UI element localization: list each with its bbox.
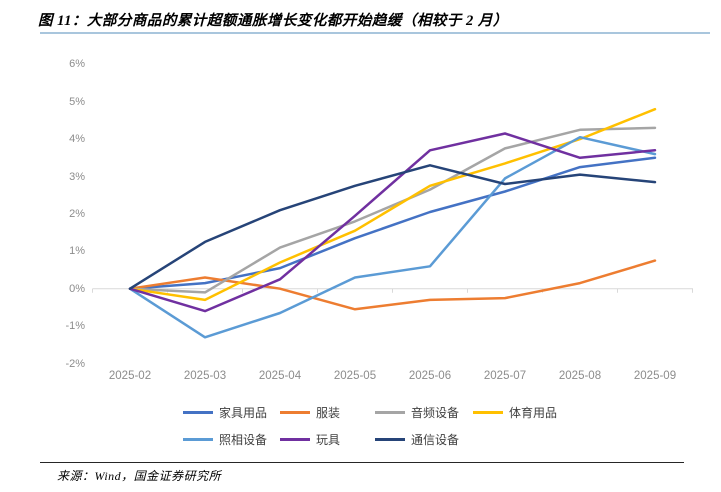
legend-item: 通信设备 [375,431,473,448]
legend-item: 家具用品 [183,404,280,421]
y-tick-label: 4% [69,133,85,146]
legend: 家具用品 服装 音频设备 体育用品照相设备 玩具 通信设备 [183,399,573,453]
series-line-玩具 [128,132,657,313]
legend-item: 玩具 [280,431,375,448]
x-tick-label: 2025-04 [258,370,302,382]
legend-label: 体育用品 [509,406,558,420]
y-tick-label: -2% [65,357,85,370]
legend-label: 照相设备 [219,433,268,447]
legend-label: 家具用品 [219,406,268,420]
legend-item: 服装 [280,404,375,421]
title-separator [40,32,710,34]
y-tick-label: 0% [69,282,85,295]
legend-line-swatch [183,411,213,414]
x-tick-label: 2025-08 [558,370,602,382]
x-tick-label: 2025-09 [633,370,677,382]
plot-area [92,107,693,339]
x-tick-label: 2025-06 [408,370,452,382]
x-tick-label: 2025-03 [183,370,227,382]
series-line-照相设备 [128,135,657,339]
legend-label: 服装 [316,406,341,420]
x-tick-label: 2025-05 [333,370,377,382]
legend-item: 体育用品 [473,404,573,421]
y-tick-label: 5% [69,95,85,108]
y-tick-label: 6% [69,58,85,71]
legend-label: 通信设备 [411,433,460,447]
y-tick-label: 3% [69,170,85,183]
series-line-通信设备 [128,164,657,290]
legend-label: 音频设备 [411,406,460,420]
legend-line-swatch [375,438,405,441]
legend-label: 玩具 [316,433,341,447]
series-line-音频设备 [128,126,657,294]
legend-line-swatch [280,438,310,441]
x-tick-label: 2025-07 [483,370,527,382]
source-note: 来源：Wind，国金证券研究所 [57,469,222,483]
series-line-家具用品 [128,156,657,290]
legend-line-swatch [473,411,503,414]
legend-line-swatch [375,411,405,414]
y-tick-label: -1% [65,320,85,333]
y-tick-label: 2% [69,207,85,220]
legend-line-swatch [280,411,310,414]
figure-title: 图 11：大部分商品的累计超额通胀增长变化都开始趋缓（相较于 2 月） [38,13,508,29]
x-tick-label: 2025-02 [108,370,152,382]
series-line-服装 [128,259,657,311]
footer-separator [40,462,684,463]
legend-line-swatch [183,438,213,441]
y-tick-label: 1% [69,245,85,258]
legend-item: 照相设备 [183,431,280,448]
legend-item: 音频设备 [375,404,473,421]
